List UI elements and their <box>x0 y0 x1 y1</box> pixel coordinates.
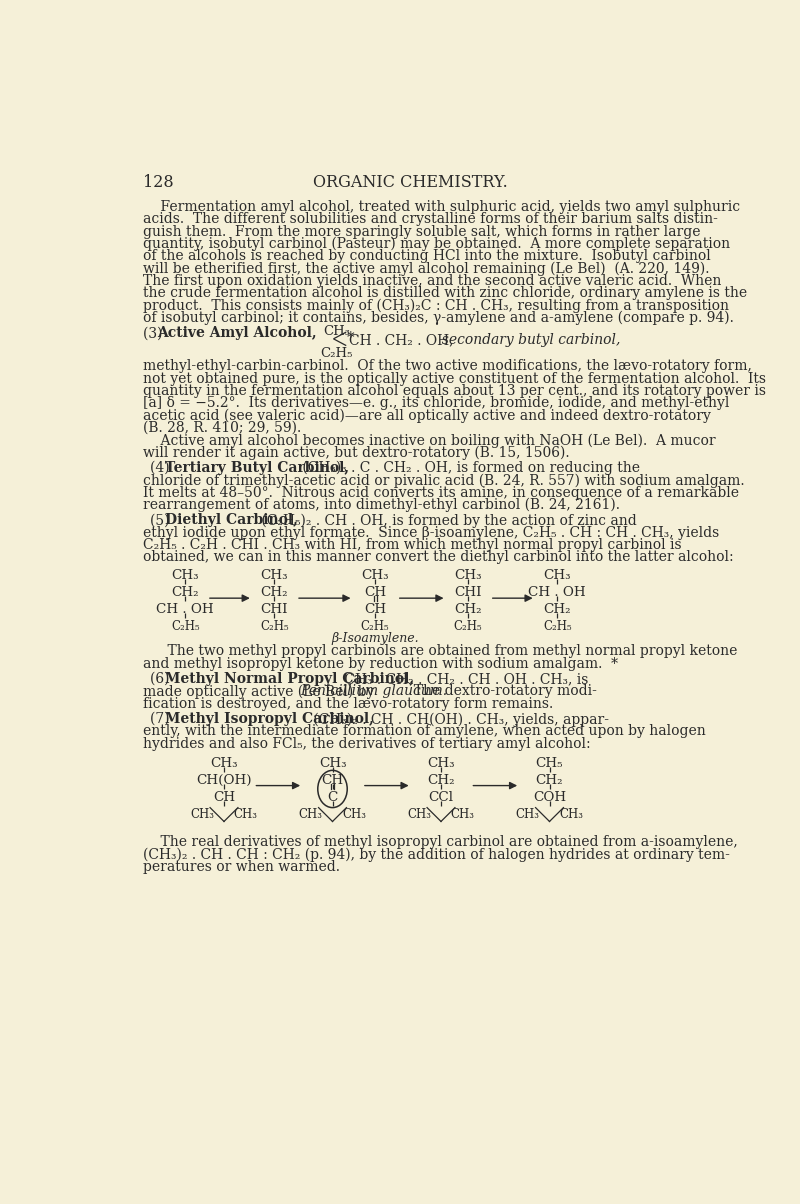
Text: *: * <box>347 331 355 344</box>
Text: CH₃: CH₃ <box>318 757 346 769</box>
Text: C₂H₅: C₂H₅ <box>543 620 571 633</box>
Text: C₂H₅: C₂H₅ <box>454 620 482 633</box>
Text: CH₃: CH₃ <box>234 808 258 821</box>
Text: C₂H₅: C₂H₅ <box>260 620 289 633</box>
Text: C₂H₅: C₂H₅ <box>361 620 390 633</box>
Text: will be etherified first, the active amyl alcohol remaining (Le Bel)  (A. 220, 1: will be etherified first, the active amy… <box>142 261 709 276</box>
Text: CH₃: CH₃ <box>454 569 482 582</box>
Text: ethyl iodide upon ethyl formate.  Since β-isoamylene, C₂H₅ . CH : CH . CH₃, yiel: ethyl iodide upon ethyl formate. Since β… <box>142 526 719 539</box>
Text: C₂H₅: C₂H₅ <box>171 620 199 633</box>
Text: will render it again active, but dextro-rotatory (B. 15, 1506).: will render it again active, but dextro-… <box>142 445 570 460</box>
Text: C₂H₅ . C₂H . CHI . CH₃ with HI, from which methyl normal propyl carbinol is: C₂H₅ . C₂H . CHI . CH₃ with HI, from whi… <box>142 538 682 553</box>
Text: CH₅: CH₅ <box>536 757 563 769</box>
Text: (7): (7) <box>150 712 174 726</box>
Text: fication is destroyed, and the lævo-rotatory form remains.: fication is destroyed, and the lævo-rota… <box>142 697 553 710</box>
Text: Tertiary Butyl Carbinol,: Tertiary Butyl Carbinol, <box>165 461 350 476</box>
Text: the crude fermentation alcohol is distilled with zinc chloride, ordinary amylene: the crude fermentation alcohol is distil… <box>142 287 746 300</box>
Text: CH₃: CH₃ <box>516 808 540 821</box>
Text: ently, with the intermediate formation of amylene, when acted upon by halogen: ently, with the intermediate formation o… <box>142 725 706 738</box>
Text: CH₃: CH₃ <box>299 808 323 821</box>
Text: Penicillium glaucum.: Penicillium glaucum. <box>300 684 447 698</box>
Text: quantity, isobutyl carbinol (Pasteur) may be obtained.  A more complete separati: quantity, isobutyl carbinol (Pasteur) ma… <box>142 237 730 252</box>
Text: CH₂: CH₂ <box>543 603 571 615</box>
Text: (CH₃)₃ . C . CH₂ . OH, is formed on reducing the: (CH₃)₃ . C . CH₂ . OH, is formed on redu… <box>298 461 640 476</box>
Text: CH₂: CH₂ <box>536 774 563 786</box>
Text: [a] δ = −5.2°.  Its derivatives—e. g., its chloride, bromide, iodide, and methyl: [a] δ = −5.2°. Its derivatives—e. g., it… <box>142 396 729 411</box>
Text: Methyl Isopropyl Carbinol,: Methyl Isopropyl Carbinol, <box>165 712 374 726</box>
Text: CH₃: CH₃ <box>559 808 583 821</box>
Text: rearrangement of atoms, into dimethyl-ethyl carbinol (B. 24, 2161).: rearrangement of atoms, into dimethyl-et… <box>142 498 620 513</box>
Text: CH₃: CH₃ <box>342 808 366 821</box>
Text: CHI: CHI <box>261 603 288 615</box>
Text: (CH₃)₂ . CH . CH(OH) . CH₃, yields, appar-: (CH₃)₂ . CH . CH(OH) . CH₃, yields, appa… <box>310 712 610 726</box>
Text: hydrides and also FCl₅, the derivatives of tertiary amyl alcohol:: hydrides and also FCl₅, the derivatives … <box>142 737 590 751</box>
Text: It melts at 48–50°.  Nitrous acid converts its amine, in consequence of a remark: It melts at 48–50°. Nitrous acid convert… <box>142 485 738 500</box>
Text: Diethyl Carbinol,: Diethyl Carbinol, <box>165 513 298 527</box>
Text: Methyl Normal Propyl Carbinol,: Methyl Normal Propyl Carbinol, <box>165 672 414 686</box>
Text: CH . OH: CH . OH <box>529 586 586 598</box>
Text: (6): (6) <box>150 672 174 686</box>
Text: peratures or when warmed.: peratures or when warmed. <box>142 860 340 874</box>
Text: (CH₃)₂ . CH . CH : CH₂ (p. 94), by the addition of halogen hydrides at ordinary : (CH₃)₂ . CH . CH : CH₂ (p. 94), by the a… <box>142 848 730 862</box>
Text: C: C <box>327 791 338 803</box>
Text: The two methyl propyl carbinols are obtained from methyl normal propyl ketone: The two methyl propyl carbinols are obta… <box>150 644 738 659</box>
Text: Fermentation amyl alcohol, treated with sulphuric acid, yields two amyl sulphuri: Fermentation amyl alcohol, treated with … <box>142 200 740 214</box>
Text: The dextro-rotatory modi-: The dextro-rotatory modi- <box>405 684 597 698</box>
Text: (4): (4) <box>150 461 174 476</box>
Text: CH₃: CH₃ <box>323 325 350 338</box>
Text: of the alcohols is reached by conducting HCl into the mixture.  Isobutyl carbino: of the alcohols is reached by conducting… <box>142 249 710 264</box>
Text: obtained, we can in this manner convert the diethyl carbinol into the latter alc: obtained, we can in this manner convert … <box>142 550 734 565</box>
Text: (B. 28, R. 410; 29, 59).: (B. 28, R. 410; 29, 59). <box>142 421 301 435</box>
Text: COH: COH <box>533 791 566 803</box>
Text: quantity in the fermentation alcohol equals about 13 per cent., and its rotatory: quantity in the fermentation alcohol equ… <box>142 384 766 399</box>
Text: CH₃ . CH₂ . CH₂ . CH . OH . CH₃, is: CH₃ . CH₂ . CH₂ . CH . OH . CH₃, is <box>340 672 589 686</box>
Text: CH . OH: CH . OH <box>157 603 214 615</box>
Text: CH₃: CH₃ <box>362 569 389 582</box>
Text: CH: CH <box>322 774 343 786</box>
Text: and methyl isopropyl ketone by reduction with sodium amalgam.  *: and methyl isopropyl ketone by reduction… <box>142 656 618 671</box>
Text: secondary butyl carbinol,: secondary butyl carbinol, <box>434 334 621 347</box>
Text: 128: 128 <box>142 173 174 190</box>
Text: guish them.  From the more sparingly soluble salt, which forms in rather large: guish them. From the more sparingly solu… <box>142 225 700 238</box>
Text: CH₃: CH₃ <box>407 808 431 821</box>
Text: acetic acid (see valeric acid)—are all optically active and indeed dextro-rotato: acetic acid (see valeric acid)—are all o… <box>142 408 710 423</box>
Text: The real derivatives of methyl isopropyl carbinol are obtained from a-isoamylene: The real derivatives of methyl isopropyl… <box>142 836 738 849</box>
Text: (3): (3) <box>142 326 166 341</box>
Text: CH₂: CH₂ <box>454 603 482 615</box>
Text: ORGANIC CHEMISTRY.: ORGANIC CHEMISTRY. <box>313 173 507 190</box>
Text: made optically active (Le Bel) by: made optically active (Le Bel) by <box>142 684 378 698</box>
Text: Active Amyl Alcohol,: Active Amyl Alcohol, <box>158 326 317 341</box>
Text: CH₃: CH₃ <box>261 569 288 582</box>
Text: of isobutyl carbinol; it contains, besides, γ-amylene and a-amylene (compare p. : of isobutyl carbinol; it contains, besid… <box>142 311 734 325</box>
Text: CH . CH₂ . OH,: CH . CH₂ . OH, <box>349 334 454 347</box>
Text: CH: CH <box>364 586 386 598</box>
Text: CH₃: CH₃ <box>543 569 571 582</box>
Text: CH₃: CH₃ <box>427 757 454 769</box>
Text: CH₂: CH₂ <box>261 586 288 598</box>
Text: C₂H₅: C₂H₅ <box>320 347 353 360</box>
Text: CH: CH <box>213 791 235 803</box>
Text: acids.  The different solubilities and crystalline forms of their barium salts d: acids. The different solubilities and cr… <box>142 212 718 226</box>
Text: CH₃: CH₃ <box>210 757 238 769</box>
Text: CH₂: CH₂ <box>171 586 199 598</box>
Text: CH₃: CH₃ <box>190 808 214 821</box>
Text: CH₃: CH₃ <box>171 569 199 582</box>
Text: Active amyl alcohol becomes inactive on boiling with NaOH (Le Bel).  A mucor: Active amyl alcohol becomes inactive on … <box>142 433 715 448</box>
Text: β-Isoamylene.: β-Isoamylene. <box>331 632 419 645</box>
Text: CCl: CCl <box>429 791 454 803</box>
Text: (C₂H₅)₂ . CH . OH, is formed by the action of zinc and: (C₂H₅)₂ . CH . OH, is formed by the acti… <box>257 513 636 527</box>
Text: The first upon oxidation yields inactive, and the second active valeric acid.  W: The first upon oxidation yields inactive… <box>142 273 721 288</box>
Text: CH: CH <box>364 603 386 615</box>
Text: CH₂: CH₂ <box>427 774 454 786</box>
Text: CHI: CHI <box>454 586 482 598</box>
Text: CH₃: CH₃ <box>450 808 474 821</box>
Text: (5): (5) <box>150 513 174 527</box>
Text: methyl-ethyl-carbin-carbinol.  Of the two active modifications, the lævo-rotator: methyl-ethyl-carbin-carbinol. Of the two… <box>142 360 751 373</box>
Text: CH(OH): CH(OH) <box>196 774 252 786</box>
Text: product.  This consists mainly of (CH₃)₂C : CH . CH₃, resulting from a transposi: product. This consists mainly of (CH₃)₂C… <box>142 299 729 313</box>
Text: not yet obtained pure, is the optically active constituent of the fermentation a: not yet obtained pure, is the optically … <box>142 372 766 385</box>
Text: chloride of trimethyl-acetic acid or pivalic acid (B. 24, R. 557) with sodium am: chloride of trimethyl-acetic acid or piv… <box>142 473 744 488</box>
